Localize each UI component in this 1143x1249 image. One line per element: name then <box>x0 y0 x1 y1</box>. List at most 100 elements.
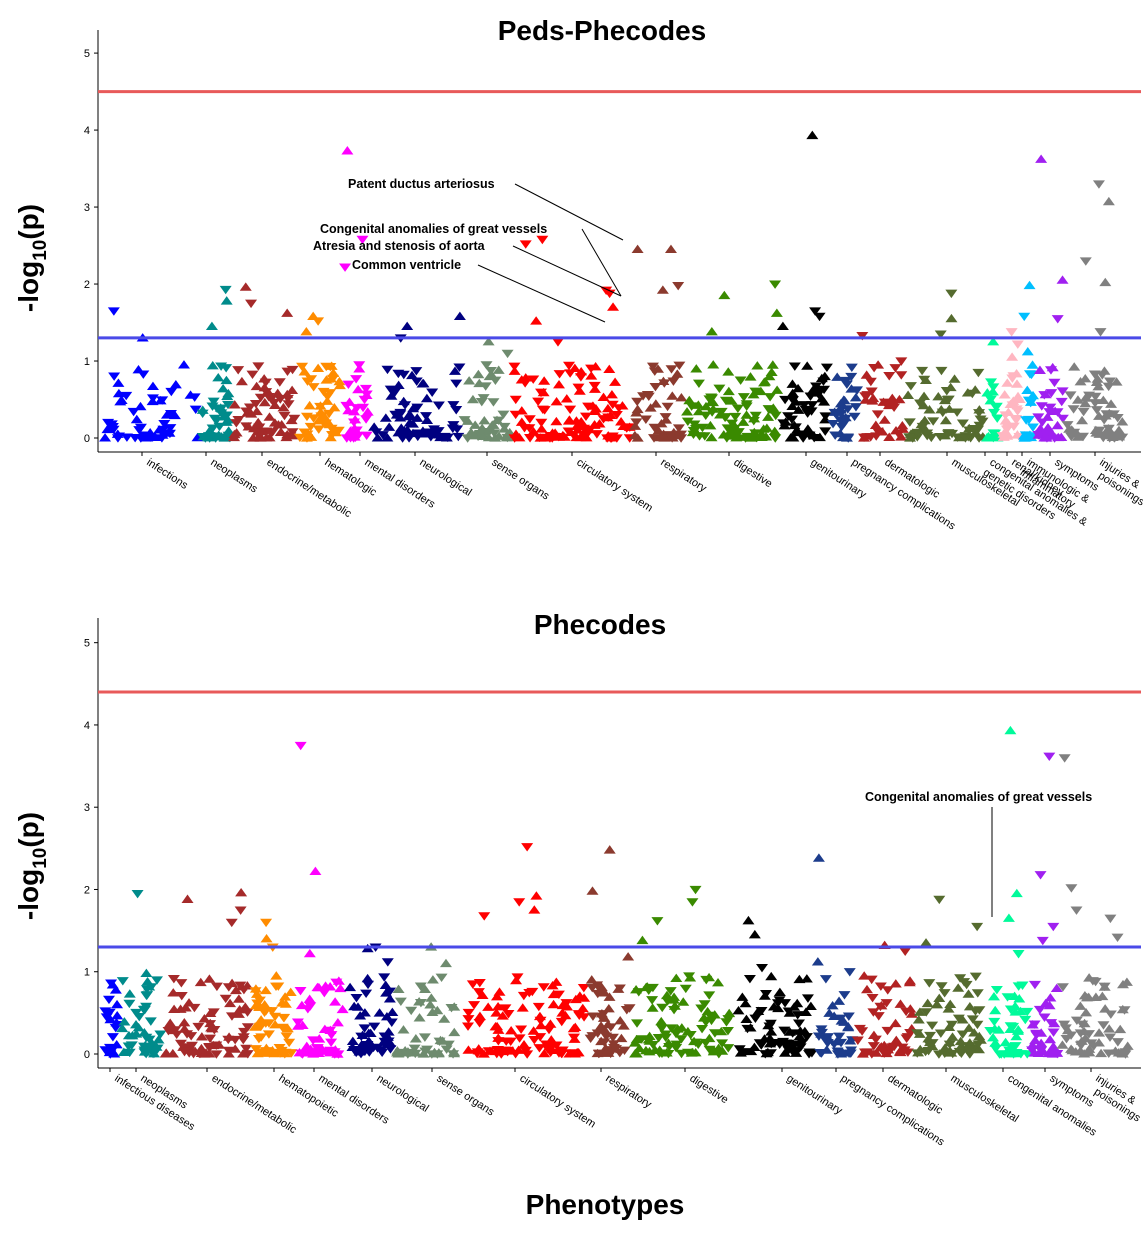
data-point <box>1092 180 1105 189</box>
data-point <box>973 405 986 414</box>
data-point <box>309 866 322 875</box>
data-point <box>765 971 778 981</box>
data-point <box>577 984 590 993</box>
data-point <box>1035 1028 1048 1037</box>
data-point <box>987 1032 1000 1042</box>
data-point <box>751 361 764 370</box>
data-point <box>801 994 814 1003</box>
data-point <box>1004 725 1017 735</box>
data-point <box>418 1033 431 1042</box>
data-point <box>1004 1022 1017 1031</box>
data-point <box>222 426 235 435</box>
data-point <box>946 1049 959 1059</box>
data-point <box>688 420 701 429</box>
data-point <box>835 1016 848 1025</box>
data-point <box>822 1033 835 1042</box>
data-point <box>348 423 361 433</box>
data-point <box>682 1048 695 1058</box>
data-point <box>1047 1041 1060 1051</box>
data-point <box>804 392 817 401</box>
data-point <box>1028 980 1041 990</box>
data-point <box>167 974 180 984</box>
data-point <box>392 369 405 379</box>
data-point <box>641 982 654 991</box>
data-point <box>603 992 616 1001</box>
data-point <box>267 398 280 408</box>
x-tick-label: circulatory system <box>517 1072 597 1130</box>
data-point <box>988 1017 1001 1027</box>
data-point <box>916 422 929 432</box>
data-point <box>521 1050 534 1059</box>
data-point <box>210 1050 223 1059</box>
data-point <box>585 371 598 380</box>
data-point <box>648 434 661 443</box>
data-point <box>314 401 327 410</box>
data-point <box>900 1034 913 1043</box>
data-point <box>492 431 505 440</box>
data-point <box>528 1036 541 1045</box>
data-point <box>358 1024 371 1033</box>
data-point <box>1099 1004 1112 1013</box>
data-point <box>241 1050 254 1059</box>
data-point <box>212 372 225 382</box>
data-point <box>830 1036 843 1046</box>
data-point <box>875 1042 888 1051</box>
data-point <box>834 404 847 414</box>
data-point <box>324 363 337 372</box>
data-point <box>603 364 616 374</box>
data-point <box>604 410 617 420</box>
data-point <box>838 991 851 1000</box>
data-point <box>649 399 662 408</box>
data-point <box>972 368 985 378</box>
data-point <box>280 1032 293 1041</box>
x-tick-label: genitourinary <box>784 1072 844 1117</box>
data-point <box>639 1045 652 1055</box>
data-point <box>432 1048 445 1058</box>
data-point <box>987 991 1000 1001</box>
data-point <box>661 402 674 412</box>
data-point <box>276 1023 289 1033</box>
data-point <box>1039 998 1052 1008</box>
data-point <box>432 427 445 436</box>
data-point <box>1000 425 1013 435</box>
data-point <box>1102 196 1115 206</box>
data-point <box>304 1044 317 1054</box>
data-point <box>620 1006 633 1015</box>
data-point <box>515 1025 528 1034</box>
data-point <box>156 430 169 439</box>
data-point <box>988 408 1001 418</box>
data-point <box>918 375 931 385</box>
data-point <box>168 410 181 420</box>
data-point <box>748 427 761 437</box>
data-point <box>585 975 598 984</box>
data-point <box>560 394 573 403</box>
panel-title: Phecodes <box>534 609 666 640</box>
data-point <box>192 1022 205 1032</box>
data-point <box>210 982 223 992</box>
data-point <box>260 918 273 928</box>
data-point <box>791 1047 804 1056</box>
data-point <box>364 1028 377 1038</box>
data-point <box>966 389 979 399</box>
data-point <box>476 423 489 433</box>
data-point <box>972 1040 985 1049</box>
data-point <box>271 388 284 397</box>
data-point <box>426 388 439 397</box>
data-point <box>217 383 230 393</box>
data-point <box>376 431 389 440</box>
data-point <box>234 981 247 991</box>
data-point <box>713 384 726 394</box>
data-point <box>272 982 285 991</box>
data-point <box>258 374 271 383</box>
data-point <box>946 429 959 439</box>
data-point <box>1093 1028 1106 1037</box>
data-point <box>760 990 773 999</box>
data-point <box>262 1019 275 1028</box>
data-point <box>472 369 485 379</box>
data-point <box>1026 423 1039 432</box>
data-point <box>670 1029 683 1039</box>
data-point <box>115 395 128 404</box>
data-point <box>955 1049 968 1059</box>
data-point <box>1018 433 1031 442</box>
data-point <box>274 427 287 437</box>
